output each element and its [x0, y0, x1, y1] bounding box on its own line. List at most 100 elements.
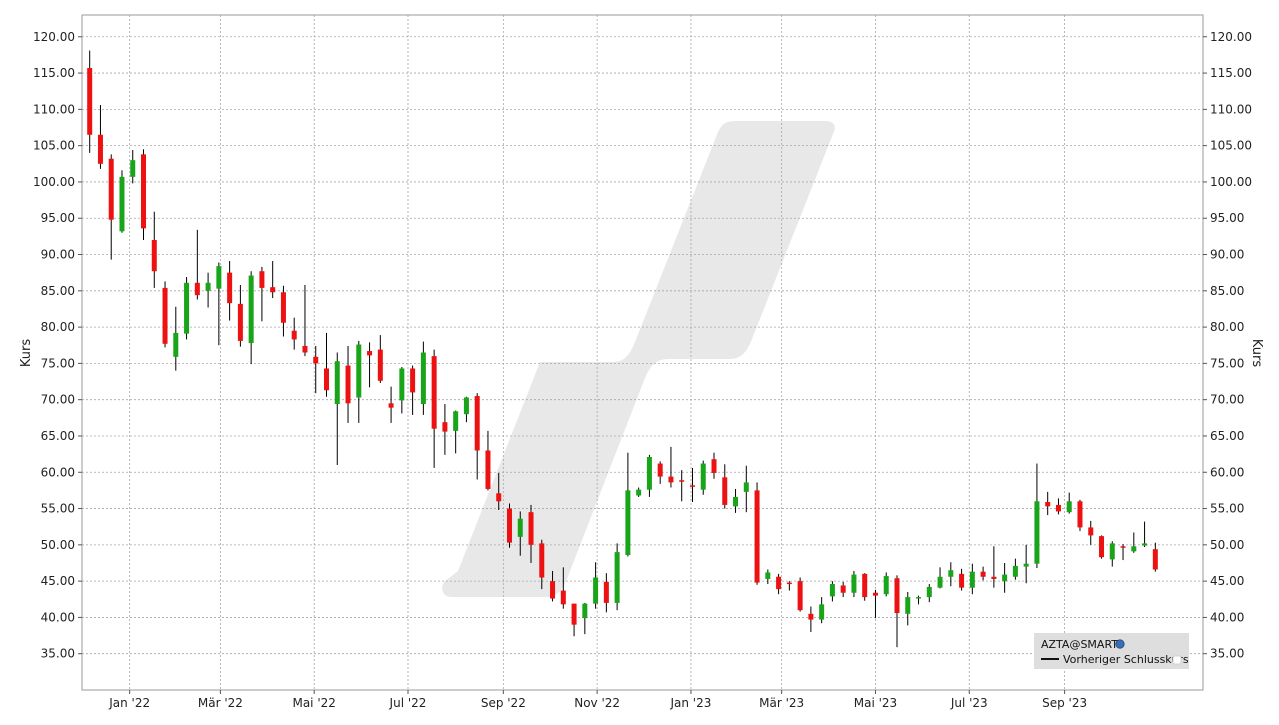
candle-body-down [280, 292, 286, 323]
candle-body-down [862, 573, 868, 598]
candle-body-down [539, 543, 545, 578]
y-tick-label-right: 95.00 [1210, 211, 1244, 225]
candle-body-up [453, 411, 459, 431]
candle-body-up [819, 604, 825, 620]
candle-body-up [582, 603, 588, 619]
candle-body-down [87, 67, 93, 135]
candle-body-up [334, 361, 340, 405]
candle-body-up [646, 457, 652, 490]
legend-entry-previous-close: Vorheriger Schlusskurs [1063, 653, 1189, 666]
x-tick-label: Jul '23 [950, 696, 988, 710]
candle-body-down [571, 603, 577, 625]
y-tick-label-left: 80.00 [41, 320, 75, 334]
candle-body-up [1066, 501, 1072, 513]
y-tick-label-left: 75.00 [41, 356, 75, 370]
candle-body-up [130, 160, 136, 177]
candle-body-down [550, 581, 556, 599]
y-tick-label-left: 120.00 [33, 30, 75, 44]
grid-lines [82, 15, 1203, 690]
y-tick-label-right: 50.00 [1210, 538, 1244, 552]
y-axis-title-left: Kurs [19, 339, 34, 367]
candle-body-down [840, 585, 846, 593]
candle-body-down [754, 490, 760, 583]
candle-body-down [151, 240, 157, 272]
candle-body-down [689, 485, 695, 487]
candle-body-up [905, 597, 911, 614]
candle-body-down [313, 356, 319, 364]
candle-body-up [926, 586, 932, 598]
candle-body-down [1045, 502, 1051, 507]
candle-body-down [668, 476, 674, 483]
candle-body-down [141, 154, 147, 229]
candle-body-up [1002, 574, 1008, 582]
y-tick-label-left: 115.00 [33, 66, 75, 80]
candle-body-down [410, 368, 416, 393]
x-tick-label: Sep '23 [1042, 696, 1087, 710]
x-tick-label: Mai '22 [292, 696, 335, 710]
legend-toggle-checkbox[interactable] [1172, 655, 1182, 665]
y-tick-label-left: 50.00 [41, 538, 75, 552]
candle-body-up [700, 463, 706, 490]
candle-body-down [227, 272, 233, 304]
candle-body-up [356, 344, 362, 398]
x-tick-label: Mär '23 [759, 696, 804, 710]
candle-body-down [194, 282, 200, 296]
legend-background [1034, 633, 1189, 669]
candle-body-down [323, 368, 329, 391]
y-tick-label-left: 90.00 [41, 248, 75, 262]
candle-body-down [388, 403, 394, 408]
candle-body-down [1152, 549, 1158, 570]
y-tick-label-left: 65.00 [41, 429, 75, 443]
legend-symbol-globe-icon[interactable] [1115, 639, 1125, 649]
candle-body-down [237, 303, 243, 341]
y-axis-title-right: Kurs [1249, 339, 1264, 367]
candle-body-down [496, 493, 502, 502]
y-tick-label-right: 40.00 [1210, 610, 1244, 624]
candle-body-down [291, 330, 297, 340]
candle-body-up [173, 332, 179, 357]
y-tick-label-right: 75.00 [1210, 356, 1244, 370]
candle-body-down [776, 576, 782, 590]
y-tick-label-right: 70.00 [1210, 393, 1244, 407]
candle-body-down [679, 480, 685, 482]
candle-body-down [1120, 546, 1126, 548]
candle-body-up [916, 597, 922, 599]
y-tick-label-right: 55.00 [1210, 502, 1244, 516]
candle-body-up [1023, 563, 1029, 567]
candle-body-up [969, 571, 975, 588]
candle-body-down [603, 581, 609, 603]
candle-body-down [657, 463, 663, 477]
candlestick-series [87, 50, 1158, 648]
y-tick-label-left: 40.00 [41, 610, 75, 624]
candle-body-down [1055, 504, 1061, 512]
candle-body-down [108, 158, 114, 220]
y-tick-label-left: 60.00 [41, 465, 75, 479]
y-tick-label-right: 105.00 [1210, 139, 1252, 153]
x-tick-label: Jan '23 [669, 696, 711, 710]
candle-body-up [593, 577, 599, 604]
y-tick-label-right: 35.00 [1210, 647, 1244, 661]
candle-body-up [733, 496, 739, 507]
y-tick-label-right: 80.00 [1210, 320, 1244, 334]
candle-body-up [829, 584, 835, 597]
plot-frame [81, 14, 1204, 691]
candle-body-up [205, 282, 211, 291]
y-tick-label-right: 85.00 [1210, 284, 1244, 298]
watermark-logo [442, 121, 835, 597]
candle-body-up [463, 397, 469, 415]
candle-body-down [474, 396, 480, 451]
x-tick-label: Mai '23 [854, 696, 897, 710]
x-tick-label: Nov '22 [574, 696, 620, 710]
candle-body-down [808, 613, 814, 620]
candle-body-up [625, 490, 631, 555]
y-tick-label-left: 95.00 [41, 211, 75, 225]
candle-body-down [959, 573, 965, 588]
y-tick-label-left: 110.00 [33, 102, 75, 116]
candle-body-down [1088, 527, 1094, 536]
candle-body-up [765, 572, 771, 579]
candle-body-up [1012, 565, 1018, 577]
y-tick-label-left: 45.00 [41, 574, 75, 588]
candle-body-down [991, 576, 997, 579]
x-tick-label: Mär '22 [198, 696, 243, 710]
